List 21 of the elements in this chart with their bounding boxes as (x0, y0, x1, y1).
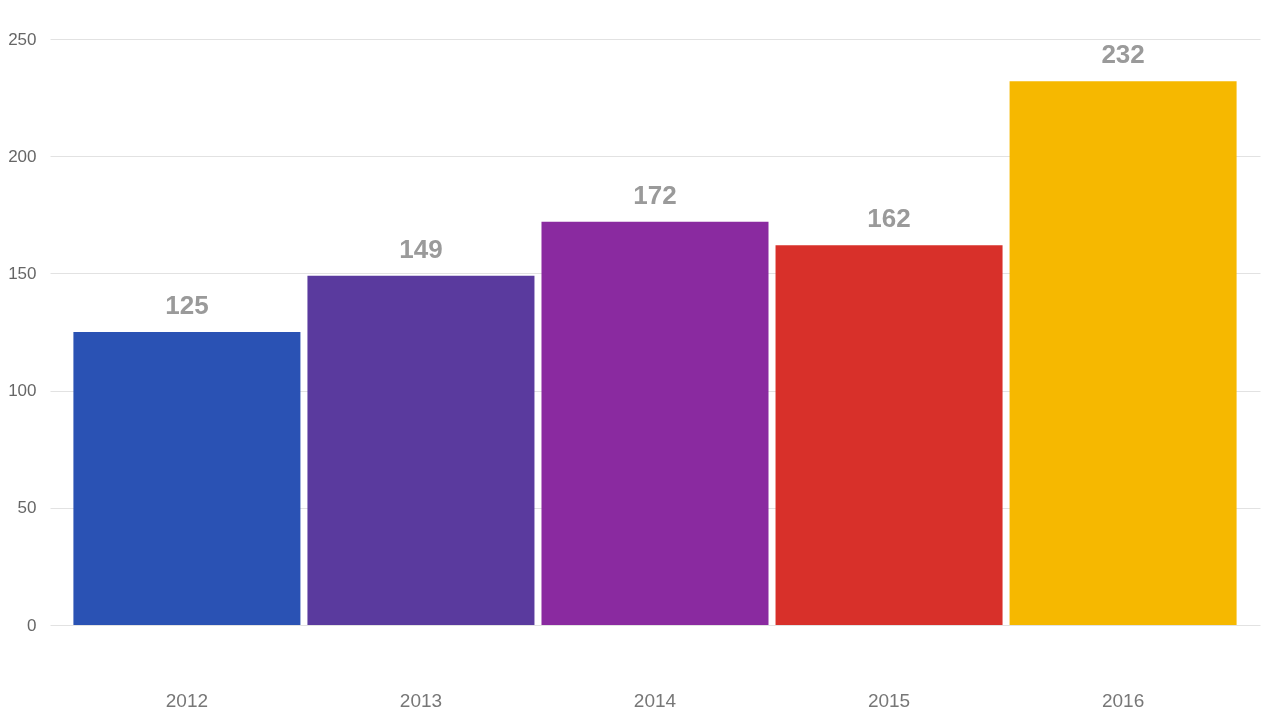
data-label: 162 (867, 203, 911, 234)
data-label: 149 (399, 233, 443, 264)
bar (1009, 81, 1237, 625)
y-tick-label: 0 (27, 615, 37, 635)
data-label: 172 (633, 179, 677, 210)
x-tick-label: 2016 (1101, 689, 1145, 711)
y-tick-label: 150 (8, 263, 37, 283)
y-tick-label: 200 (8, 146, 37, 166)
x-tick-label: 2015 (867, 689, 911, 711)
bar (775, 245, 1003, 625)
bar (541, 221, 769, 625)
x-tick-label: 2013 (399, 689, 443, 711)
bar (73, 332, 301, 625)
y-tick-label: 100 (8, 381, 37, 401)
data-label: 125 (165, 290, 209, 320)
y-tick-label: 250 (8, 29, 37, 49)
bar (307, 275, 535, 625)
x-tick-label: 2014 (633, 689, 677, 711)
x-tick-label: 2012 (165, 689, 209, 711)
data-label: 232 (1101, 39, 1145, 70)
y-tick-label: 50 (17, 498, 37, 518)
